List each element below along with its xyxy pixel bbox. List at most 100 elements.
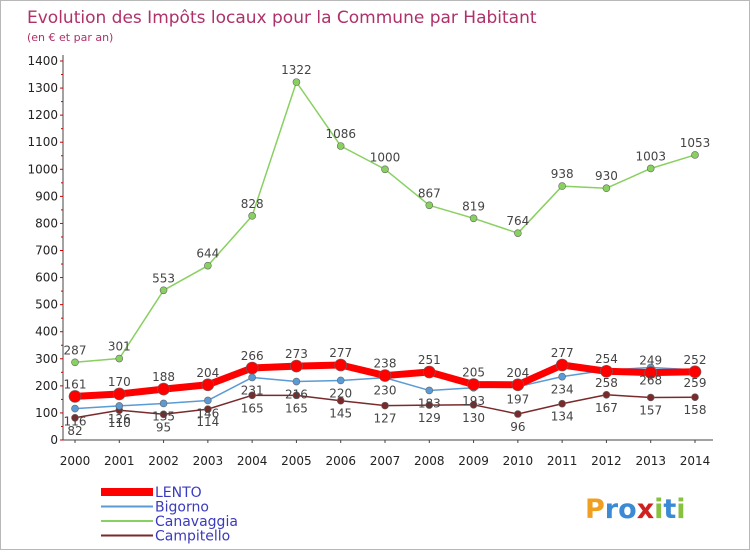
- data-point-campitello: [381, 401, 389, 410]
- data-label-canavaggia: 867: [418, 186, 441, 200]
- data-point-canavaggia: [115, 354, 124, 363]
- series-layer: [68, 78, 702, 422]
- y-tick-label: 800: [35, 216, 58, 230]
- data-label-lento: 266: [241, 349, 264, 363]
- data-point-campitello: [248, 391, 256, 400]
- x-tick-label: 2014: [680, 454, 711, 468]
- data-label-canavaggia: 1000: [370, 150, 401, 164]
- data-label-campitello: 127: [374, 412, 397, 426]
- data-point-campitello: [469, 401, 478, 409]
- data-label-lento: 170: [108, 375, 131, 389]
- x-tick-label: 2000: [60, 454, 91, 468]
- y-tick-label: 500: [35, 298, 58, 312]
- data-point-campitello: [514, 410, 522, 418]
- data-point-campitello: [646, 393, 655, 402]
- proxiti-logo: Proxiti: [585, 494, 686, 525]
- data-point-lento: [201, 378, 215, 392]
- data-point-canavaggia: [381, 165, 389, 174]
- data-point-lento: [688, 365, 702, 379]
- y-tick-label: 1400: [27, 54, 58, 68]
- series-line-canavaggia: [74, 81, 696, 364]
- data-point-bigorno: [71, 404, 79, 413]
- data-point-canavaggia: [514, 229, 522, 237]
- data-label-campitello: 82: [67, 424, 82, 438]
- x-tick-label: 2011: [547, 454, 578, 468]
- data-point-lento: [68, 390, 82, 403]
- data-label-lento: 277: [551, 346, 574, 360]
- data-point-canavaggia: [646, 164, 655, 173]
- data-label-bigorno: 230: [374, 384, 397, 398]
- data-point-canavaggia: [248, 212, 256, 220]
- data-label-bigorno: 183: [418, 396, 441, 410]
- data-point-canavaggia: [691, 151, 699, 159]
- data-label-canavaggia: 819: [462, 199, 485, 213]
- data-point-canavaggia: [558, 182, 566, 190]
- x-tick-label: 2003: [193, 454, 224, 468]
- x-tick-label: 2004: [237, 454, 268, 468]
- data-label-lento: 252: [684, 353, 707, 367]
- x-tick-label: 2002: [148, 454, 179, 468]
- data-label-canavaggia: 1053: [680, 136, 711, 150]
- data-point-bigorno: [115, 402, 124, 410]
- data-label-canavaggia: 644: [196, 247, 219, 261]
- data-point-bigorno: [159, 399, 168, 408]
- data-label-lento: 188: [152, 370, 175, 384]
- data-point-lento: [555, 358, 569, 372]
- data-label-canavaggia: 553: [152, 271, 175, 285]
- svg-text:Proxiti: Proxiti: [585, 494, 686, 525]
- data-label-bigorno: 259: [684, 376, 707, 390]
- data-label-canavaggia: 764: [506, 214, 529, 228]
- y-tick-label: 600: [35, 271, 58, 285]
- data-point-campitello: [292, 391, 301, 400]
- x-tick-label: 2012: [591, 454, 622, 468]
- data-point-lento: [644, 366, 658, 379]
- data-label-campitello: 96: [510, 420, 525, 434]
- data-point-bigorno: [204, 396, 212, 405]
- y-tick-label: 1300: [27, 81, 58, 95]
- data-label-canavaggia: 1003: [635, 149, 666, 163]
- data-label-bigorno: 234: [551, 383, 574, 397]
- data-label-campitello: 110: [108, 416, 131, 430]
- data-point-campitello: [336, 396, 345, 405]
- x-tick-label: 2005: [281, 454, 312, 468]
- data-label-campitello: 114: [196, 415, 219, 429]
- x-tick-label: 2008: [414, 454, 445, 468]
- data-point-lento: [511, 378, 525, 392]
- data-label-lento: 161: [64, 377, 87, 391]
- data-label-canavaggia: 1322: [281, 63, 312, 77]
- data-point-bigorno: [336, 376, 345, 385]
- data-label-canavaggia: 938: [551, 167, 574, 181]
- y-tick-label: 1000: [27, 162, 58, 176]
- data-label-bigorno: 193: [462, 394, 485, 408]
- data-point-campitello: [71, 414, 79, 422]
- data-point-lento: [467, 378, 480, 391]
- data-label-lento: 204: [506, 366, 529, 380]
- data-label-campitello: 95: [156, 420, 171, 434]
- data-point-lento: [600, 364, 613, 378]
- data-label-canavaggia: 1086: [325, 127, 356, 141]
- axes: 0 100 200 300 400 500 600 700 800 900 1000 1100 1200…: [27, 54, 713, 468]
- x-tick-label: 2009: [458, 454, 489, 468]
- data-point-lento: [157, 382, 170, 396]
- x-tick-label: 2001: [104, 454, 135, 468]
- legend-label-lento: LENTO: [155, 485, 202, 501]
- legend-label-canavaggia: Canavaggia: [155, 514, 238, 530]
- data-point-lento: [245, 361, 259, 375]
- y-tick-label: 400: [35, 325, 58, 339]
- data-label-bigorno: 146: [196, 406, 219, 420]
- data-label-canavaggia: 930: [595, 169, 618, 183]
- legend-label-campitello: Campitello: [155, 529, 230, 545]
- data-label-bigorno: 197: [506, 393, 529, 407]
- data-point-canavaggia: [159, 286, 168, 295]
- data-point-bigorno: [292, 377, 301, 386]
- data-label-lento: 277: [329, 346, 352, 360]
- data-label-lento: 205: [462, 366, 485, 380]
- data-label-campitello: 167: [595, 401, 618, 415]
- data-point-campitello: [425, 401, 434, 409]
- data-label-campitello: 129: [418, 411, 441, 425]
- data-label-lento: 254: [595, 352, 618, 366]
- x-tick-label: 2010: [503, 454, 534, 468]
- data-point-lento: [334, 358, 348, 372]
- y-tick-label: 1100: [27, 135, 58, 149]
